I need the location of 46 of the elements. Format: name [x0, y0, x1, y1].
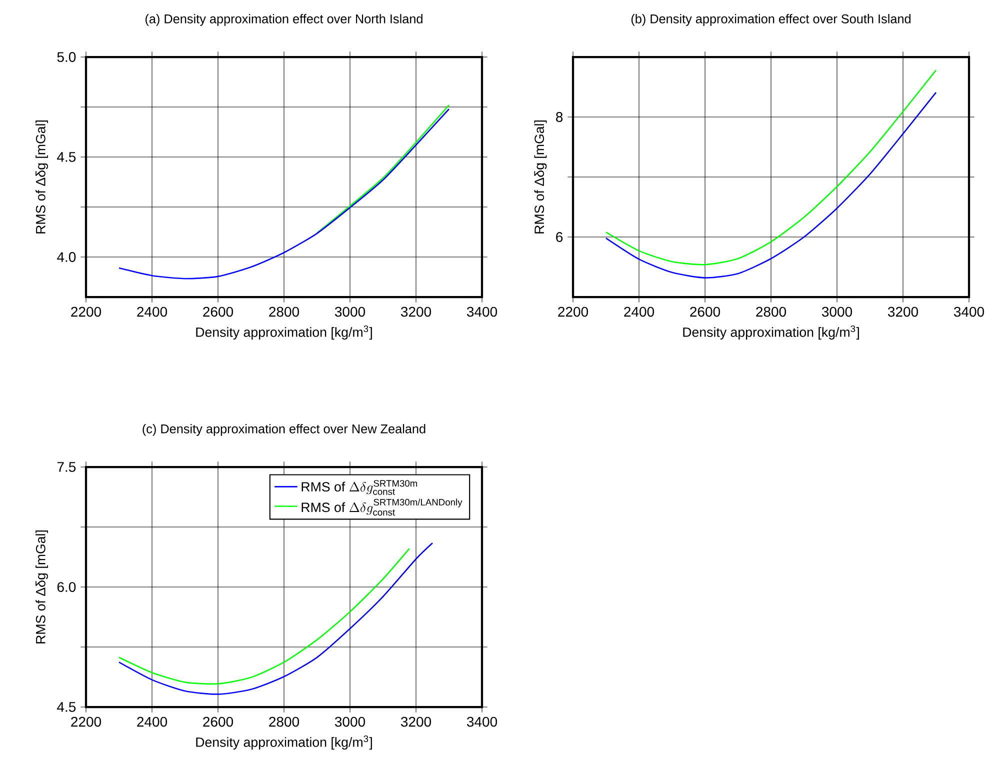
chart-title: (c) Density approximation effect over New Zealand — [142, 424, 426, 436]
x-axis-title: Density approximation [kg/m$^{3}$] — [196, 325, 372, 340]
x-tick-label: 3000 — [334, 716, 366, 727]
x-tick-label: 2200 — [558, 306, 588, 317]
line-series — [605, 92, 937, 278]
legend-label: $\mbox{RMS of }\Delta\delta g^{\mbox{\scriptsize SRTM30m}}_{\mbox{\scriptsize const}}$ — [302, 480, 418, 495]
y-tick-label: 5.0 — [57, 52, 76, 62]
y-axis-title: RMS of Δδg [mGal] — [534, 120, 547, 234]
x-tick-label: 3400 — [466, 306, 498, 317]
chart-title: (a) Density approximation effect over North Island — [146, 14, 422, 26]
chart-title: (b) Density approximation effect over South Island — [631, 14, 910, 26]
line-series — [605, 70, 937, 266]
line-series — [118, 548, 410, 685]
y-tick-label: 6.0 — [57, 582, 76, 592]
y-tick-label: 7.5 — [57, 462, 76, 472]
x-tick-label: 3200 — [400, 716, 432, 727]
x-tick-label: 3200 — [400, 306, 432, 317]
x-tick-label: 3200 — [888, 306, 918, 317]
line-series — [316, 104, 450, 234]
x-tick-label: 2800 — [269, 306, 300, 317]
x-tick-label: 2400 — [137, 306, 168, 317]
y-axis-title: RMS of Δδg [mGal] — [36, 530, 48, 644]
x-tick-label: 2400 — [137, 716, 168, 727]
x-tick-label: 3000 — [822, 306, 852, 317]
legend-label: $\mbox{RMS of }\Delta\delta g^{\mbox{\scriptsize SRTM30m/LANDonly}}_{\mbox{\scriptsize const}}$ — [302, 498, 462, 516]
x-tick-label: 2200 — [71, 306, 102, 317]
y-tick-label: 4.0 — [57, 252, 76, 262]
y-tick-label: 4.5 — [57, 152, 76, 162]
x-tick-label: 3400 — [954, 306, 984, 317]
y-axis-title: RMS of Δδg [mGal] — [36, 120, 48, 234]
y-tick-label: 4.5 — [57, 702, 76, 712]
x-tick-label: 2800 — [756, 306, 786, 317]
y-tick-label: 8 — [556, 112, 563, 122]
x-axis-title: Density approximation [kg/m$^{3}$] — [683, 325, 859, 340]
x-tick-label: 3400 — [466, 716, 498, 727]
x-tick-label: 3000 — [334, 306, 366, 317]
x-tick-label: 2200 — [71, 716, 102, 727]
x-tick-label: 2600 — [203, 306, 234, 317]
x-tick-label: 2600 — [203, 716, 234, 727]
x-axis-title: Density approximation [kg/m$^{3}$] — [196, 735, 372, 750]
y-tick-label: 6 — [556, 232, 563, 242]
line-series — [118, 108, 450, 280]
x-tick-label: 2800 — [269, 716, 300, 727]
line-series — [118, 542, 434, 695]
x-tick-label: 2600 — [690, 306, 720, 317]
x-tick-label: 2400 — [624, 306, 654, 317]
